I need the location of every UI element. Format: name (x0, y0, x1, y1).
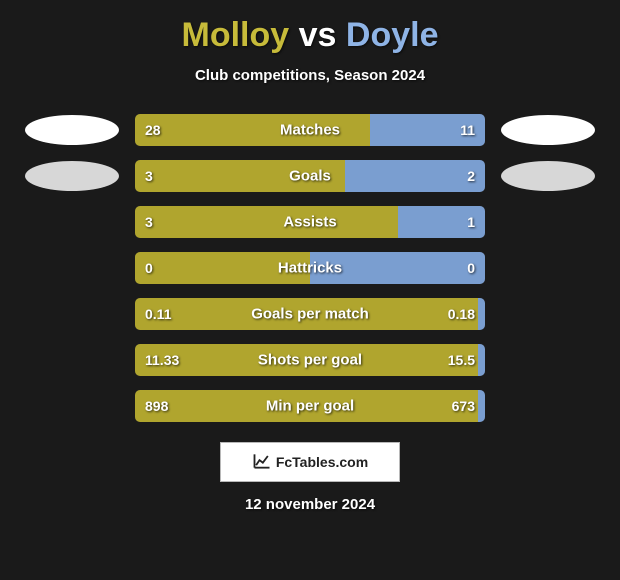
chart-icon (252, 451, 272, 474)
stat-value-player1: 0 (145, 260, 153, 276)
spacer (25, 299, 119, 329)
player2-badge-oval (501, 161, 595, 191)
stat-bar: 3 Goals 2 (135, 160, 485, 192)
stat-value-player2: 11 (460, 122, 475, 138)
stat-value-player2: 1 (467, 214, 475, 230)
stat-value-player1: 3 (145, 214, 153, 230)
bar-fill-player1 (135, 206, 398, 238)
stat-bar: 3 Assists 1 (135, 206, 485, 238)
stat-value-player2: 0 (467, 260, 475, 276)
stat-row: 3 Goals 2 (0, 160, 620, 192)
bar-fill-player2 (345, 160, 485, 192)
bar-fill-player2 (478, 390, 485, 422)
fctables-logo[interactable]: FcTables.com (220, 442, 400, 482)
stat-label: Goals (289, 168, 331, 185)
stat-value-player1: 28 (145, 122, 161, 138)
stat-value-player1: 898 (145, 398, 168, 414)
stat-value-player1: 11.33 (145, 352, 179, 368)
stat-value-player1: 3 (145, 168, 153, 184)
stat-label: Goals per match (251, 306, 369, 323)
date-text: 12 november 2024 (0, 496, 620, 513)
player1-badge-oval (25, 161, 119, 191)
stat-value-player2: 15.5 (448, 352, 475, 368)
bar-fill-player2 (478, 298, 485, 330)
title-vs: vs (299, 16, 337, 54)
stat-bar: 11.33 Shots per goal 15.5 (135, 344, 485, 376)
comparison-card: Molloy vs Doyle Club competitions, Seaso… (0, 0, 620, 580)
spacer (501, 299, 595, 329)
stat-row: 898 Min per goal 673 (0, 390, 620, 422)
logo-text: FcTables.com (276, 454, 368, 470)
stat-label: Min per goal (266, 398, 354, 415)
stat-label: Matches (280, 122, 340, 139)
stat-label: Assists (283, 214, 336, 231)
spacer (25, 345, 119, 375)
title-player1: Molloy (182, 16, 290, 54)
spacer (25, 253, 119, 283)
stat-row: 0.11 Goals per match 0.18 (0, 298, 620, 330)
stat-row: 11.33 Shots per goal 15.5 (0, 344, 620, 376)
stats-list: 28 Matches 11 3 Goals 2 3 Assists 1 0 Hattricks 0 0.… (0, 114, 620, 422)
stat-bar: 898 Min per goal 673 (135, 390, 485, 422)
spacer (501, 207, 595, 237)
spacer (501, 345, 595, 375)
title-player2: Doyle (346, 16, 439, 54)
spacer (25, 207, 119, 237)
spacer (25, 391, 119, 421)
subtitle: Club competitions, Season 2024 (0, 67, 620, 84)
stat-value-player1: 0.11 (145, 306, 171, 322)
stat-value-player2: 673 (452, 398, 475, 414)
spacer (501, 391, 595, 421)
stat-row: 3 Assists 1 (0, 206, 620, 238)
stat-value-player2: 0.18 (448, 306, 475, 322)
player2-badge-oval (501, 115, 595, 145)
stat-bar: 28 Matches 11 (135, 114, 485, 146)
stat-label: Shots per goal (258, 352, 362, 369)
stat-value-player2: 2 (467, 168, 475, 184)
stat-bar: 0.11 Goals per match 0.18 (135, 298, 485, 330)
stat-label: Hattricks (278, 260, 342, 277)
spacer (501, 253, 595, 283)
page-title: Molloy vs Doyle (0, 16, 620, 55)
stat-row: 28 Matches 11 (0, 114, 620, 146)
stat-row: 0 Hattricks 0 (0, 252, 620, 284)
stat-bar: 0 Hattricks 0 (135, 252, 485, 284)
bar-fill-player2 (478, 344, 485, 376)
player1-badge-oval (25, 115, 119, 145)
